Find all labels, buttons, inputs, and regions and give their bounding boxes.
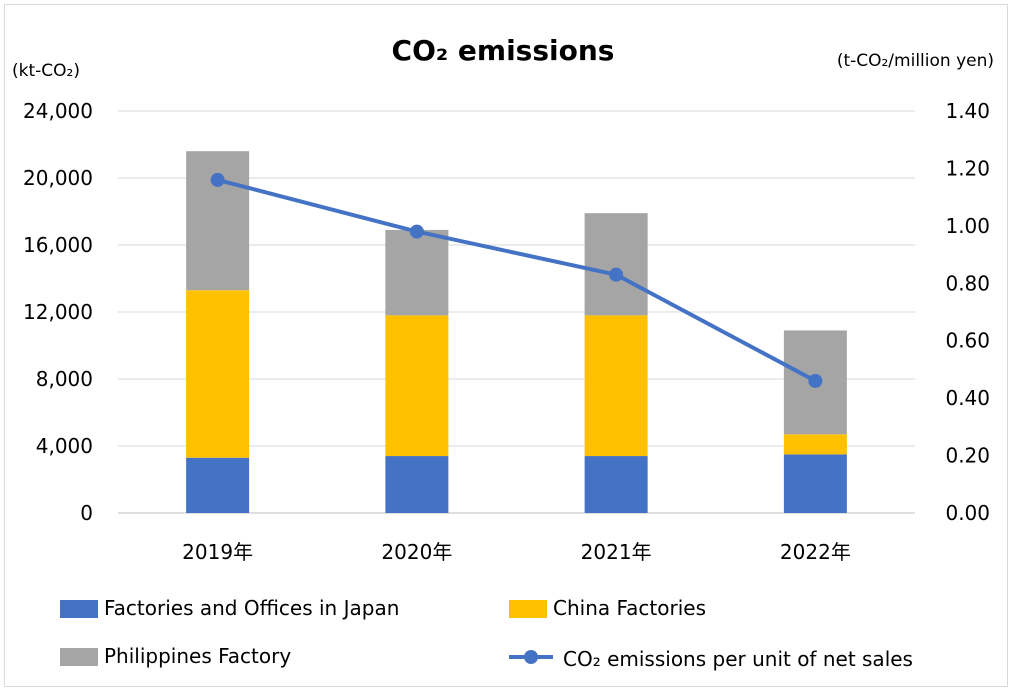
- legend-swatch: [60, 648, 98, 666]
- intensity-line-path: [217, 177, 817, 383]
- gridlines: [118, 110, 915, 514]
- intensity-point: [609, 267, 624, 282]
- bar-segment: [186, 290, 250, 458]
- bar-segment: [783, 434, 847, 455]
- axis-labels: 0 4,000 8,000 12,000 16,000 20,000 24,000 0.00 0…: [23, 99, 990, 564]
- left-axis-tick-label: 0: [80, 501, 93, 525]
- right-axis-tick-label: 0.40: [945, 386, 990, 410]
- left-axis-tick-label: 12,000: [23, 300, 93, 324]
- legend: Factories and Offices in Japan China Fact…: [60, 596, 913, 671]
- legend-swatch: [60, 600, 98, 618]
- right-axis-tick-label: 1.20: [945, 156, 990, 180]
- right-axis-tick-label: 1.00: [945, 214, 990, 238]
- chart-title: CO₂ emissions: [392, 34, 615, 67]
- right-axis-tick-label: 0.00: [945, 501, 990, 525]
- bar-segment: [584, 456, 648, 513]
- right-axis-tick-label: 0.60: [945, 329, 990, 353]
- right-axis-unit: (t-CO₂/million yen): [837, 51, 994, 71]
- category-label: 2021年: [581, 540, 652, 564]
- left-axis-tick-label: 4,000: [36, 434, 93, 458]
- legend-swatch: [509, 600, 547, 618]
- legend-label: CO₂ emissions per unit of net sales: [563, 647, 913, 671]
- category-label: 2019年: [182, 540, 253, 564]
- legend-label: Philippines Factory: [104, 644, 291, 668]
- bar-segment: [584, 213, 648, 316]
- bars: [186, 151, 847, 513]
- bar-segment: [584, 315, 648, 457]
- bar-segment: [385, 315, 449, 457]
- right-axis-tick-label: 1.40: [945, 99, 990, 123]
- left-axis-unit: (kt-CO₂): [12, 61, 80, 81]
- legend-label: China Factories: [553, 596, 706, 620]
- bar-segment: [186, 457, 250, 513]
- intensity-point: [210, 172, 225, 187]
- legend-label: Factories and Offices in Japan: [104, 596, 399, 620]
- bar-segment: [186, 151, 250, 291]
- legend-line-marker: [524, 650, 538, 664]
- category-label: 2020年: [381, 540, 452, 564]
- bar-segment: [783, 454, 847, 513]
- intensity-point: [409, 224, 424, 239]
- bar-segment: [385, 229, 449, 316]
- left-axis-tick-label: 16,000: [23, 233, 93, 257]
- intensity-point: [808, 373, 823, 388]
- bar-segment: [385, 456, 449, 513]
- intensity-line: [210, 172, 823, 388]
- left-axis-tick-label: 20,000: [23, 166, 93, 190]
- left-axis-tick-label: 24,000: [23, 99, 93, 123]
- right-axis-tick-label: 0.20: [945, 444, 990, 468]
- right-axis-tick-label: 0.80: [945, 271, 990, 295]
- category-label: 2022年: [780, 540, 851, 564]
- left-axis-tick-label: 8,000: [36, 367, 93, 391]
